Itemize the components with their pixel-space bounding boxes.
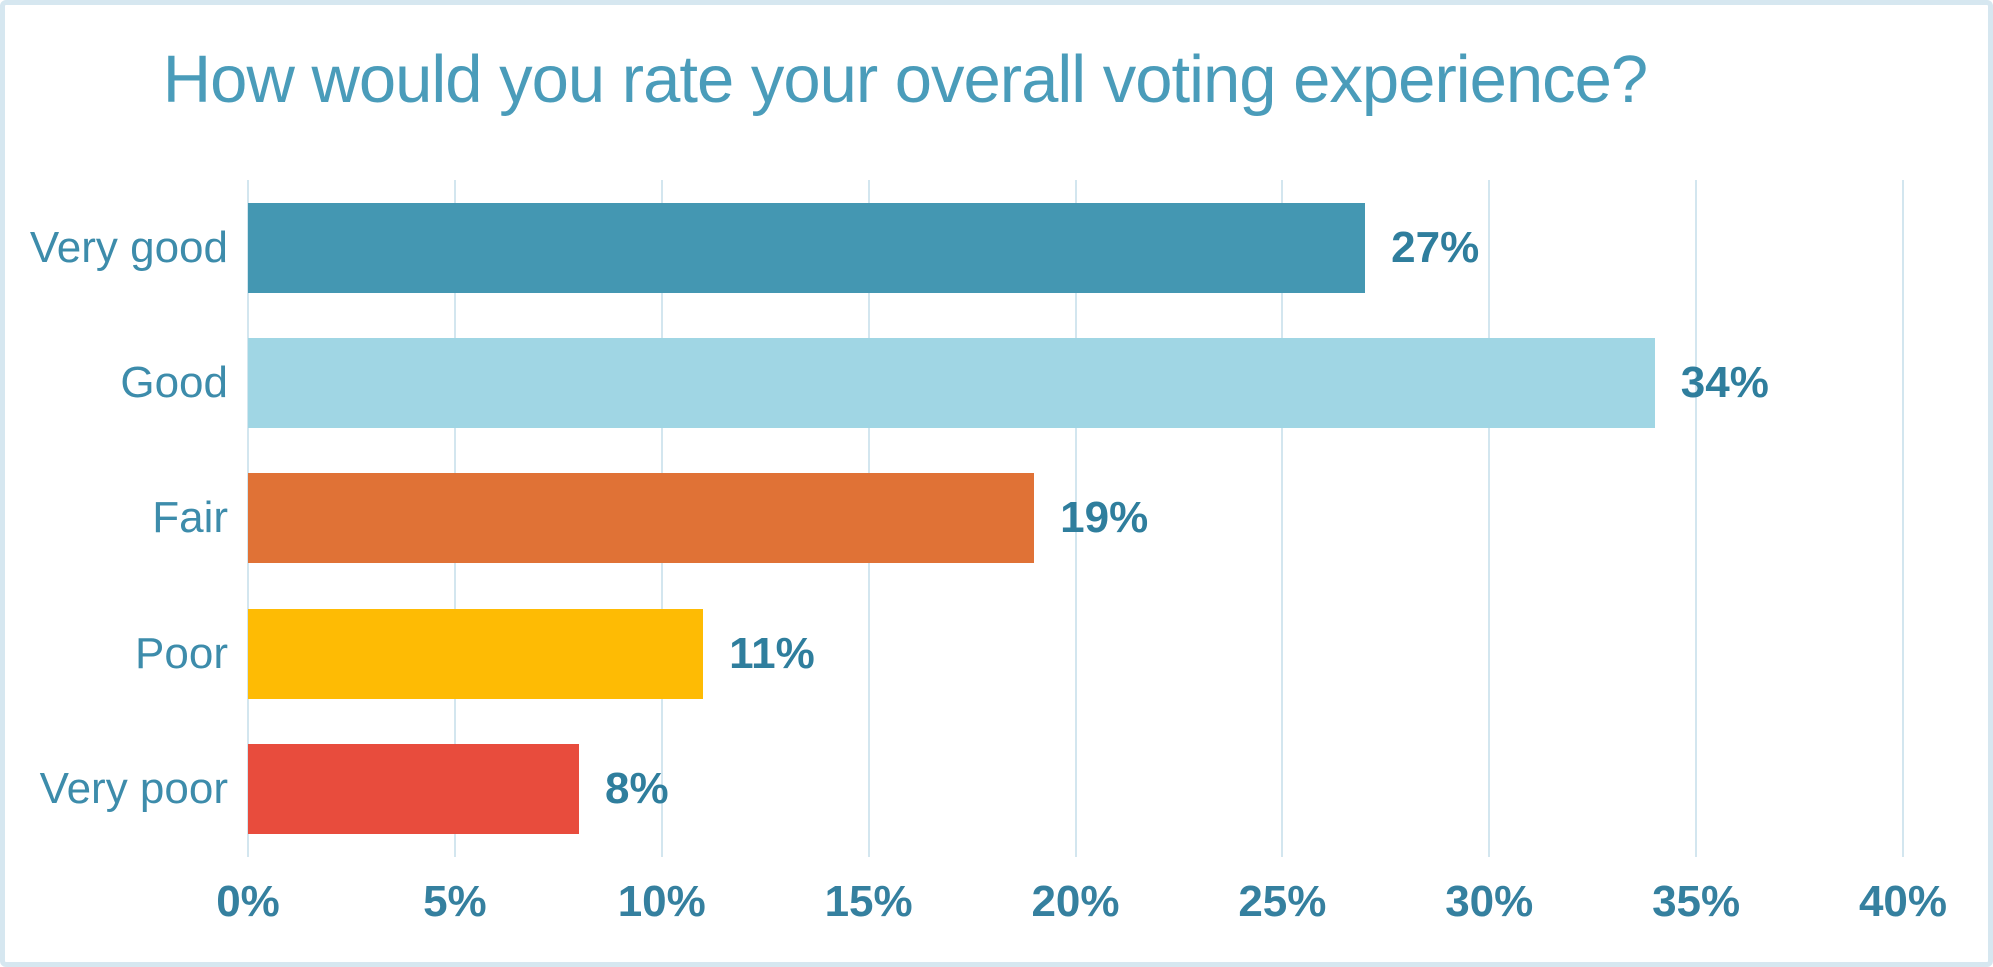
bar-row-fair: 19% <box>248 451 1903 586</box>
gridline-40% <box>1902 180 1904 857</box>
gridline-25% <box>1281 180 1284 857</box>
value-label-very-poor: 8% <box>605 764 669 814</box>
bar-good <box>248 338 1655 429</box>
x-tick-label-20%: 20% <box>1031 877 1120 926</box>
value-label-good: 34% <box>1680 358 1769 408</box>
x-tick-label-15%: 15% <box>824 877 913 926</box>
bar-row-very-poor: 8% <box>248 722 1903 857</box>
x-tick-label-25%: 25% <box>1238 877 1327 926</box>
plot-area: 27% 34% 19% 11% 8% <box>247 180 1904 857</box>
bar-very-poor <box>248 744 579 835</box>
bar-row-poor: 11% <box>248 586 1903 721</box>
bar-poor <box>248 608 704 699</box>
x-tick-label-30%: 30% <box>1445 877 1534 926</box>
category-label-very-good: Very good <box>29 222 228 272</box>
category-label-poor: Poor <box>135 628 228 678</box>
x-tick-label-5%: 5% <box>423 877 487 926</box>
x-tick-label-35%: 35% <box>1652 877 1741 926</box>
value-label-fair: 19% <box>1060 493 1149 543</box>
gridline-35% <box>1695 180 1698 857</box>
gridline-30% <box>1488 180 1491 857</box>
bar-row-very-good: 27% <box>248 180 1903 315</box>
x-tick-label-0%: 0% <box>216 877 280 926</box>
category-label-very-poor: Very poor <box>39 764 228 814</box>
gridline-20% <box>1074 180 1077 857</box>
value-label-very-good: 27% <box>1391 222 1480 272</box>
bar-very-good <box>248 202 1366 293</box>
x-tick-label-40%: 40% <box>1858 877 1948 926</box>
category-label-good: Good <box>120 358 228 408</box>
bar-row-good: 34% <box>248 315 1903 450</box>
chart-title: How would you rate your overall voting e… <box>162 42 1648 117</box>
value-label-poor: 11% <box>729 628 815 678</box>
bar-fair <box>248 473 1035 564</box>
x-tick-label-10%: 10% <box>617 877 706 926</box>
category-label-fair: Fair <box>152 493 228 543</box>
